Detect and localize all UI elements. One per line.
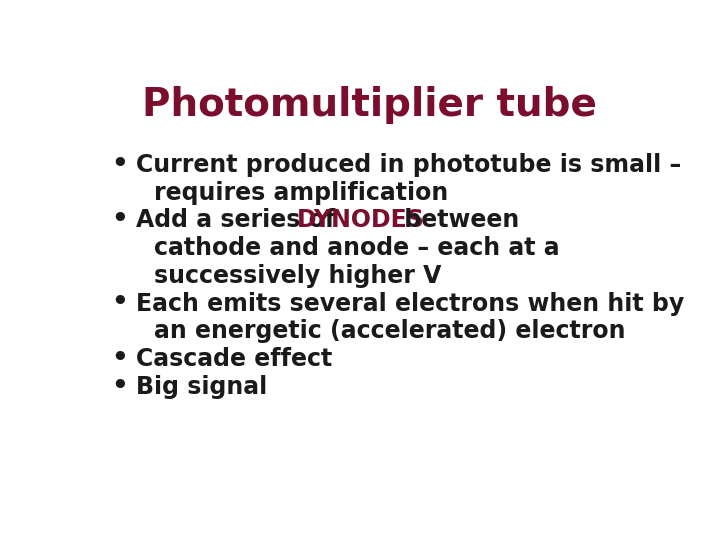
Text: between: between	[397, 208, 520, 232]
Text: DYNODES: DYNODES	[297, 208, 426, 232]
Text: an energetic (accelerated) electron: an energetic (accelerated) electron	[153, 319, 625, 343]
Text: cathode and anode – each at a: cathode and anode – each at a	[153, 236, 559, 260]
Text: requires amplification: requires amplification	[153, 180, 448, 205]
Text: Cascade effect: Cascade effect	[137, 347, 333, 371]
Text: Current produced in phototube is small –: Current produced in phototube is small –	[137, 153, 682, 177]
Text: successively higher V: successively higher V	[153, 264, 441, 288]
Text: •: •	[111, 291, 128, 316]
Text: Each emits several electrons when hit by: Each emits several electrons when hit by	[137, 292, 685, 315]
Text: •: •	[111, 374, 128, 400]
Text: Photomultiplier tube: Photomultiplier tube	[142, 86, 596, 124]
Text: •: •	[111, 346, 128, 372]
Text: Add a series of: Add a series of	[137, 208, 344, 232]
Text: •: •	[111, 152, 128, 178]
Text: •: •	[111, 207, 128, 233]
Text: Big signal: Big signal	[137, 375, 268, 399]
